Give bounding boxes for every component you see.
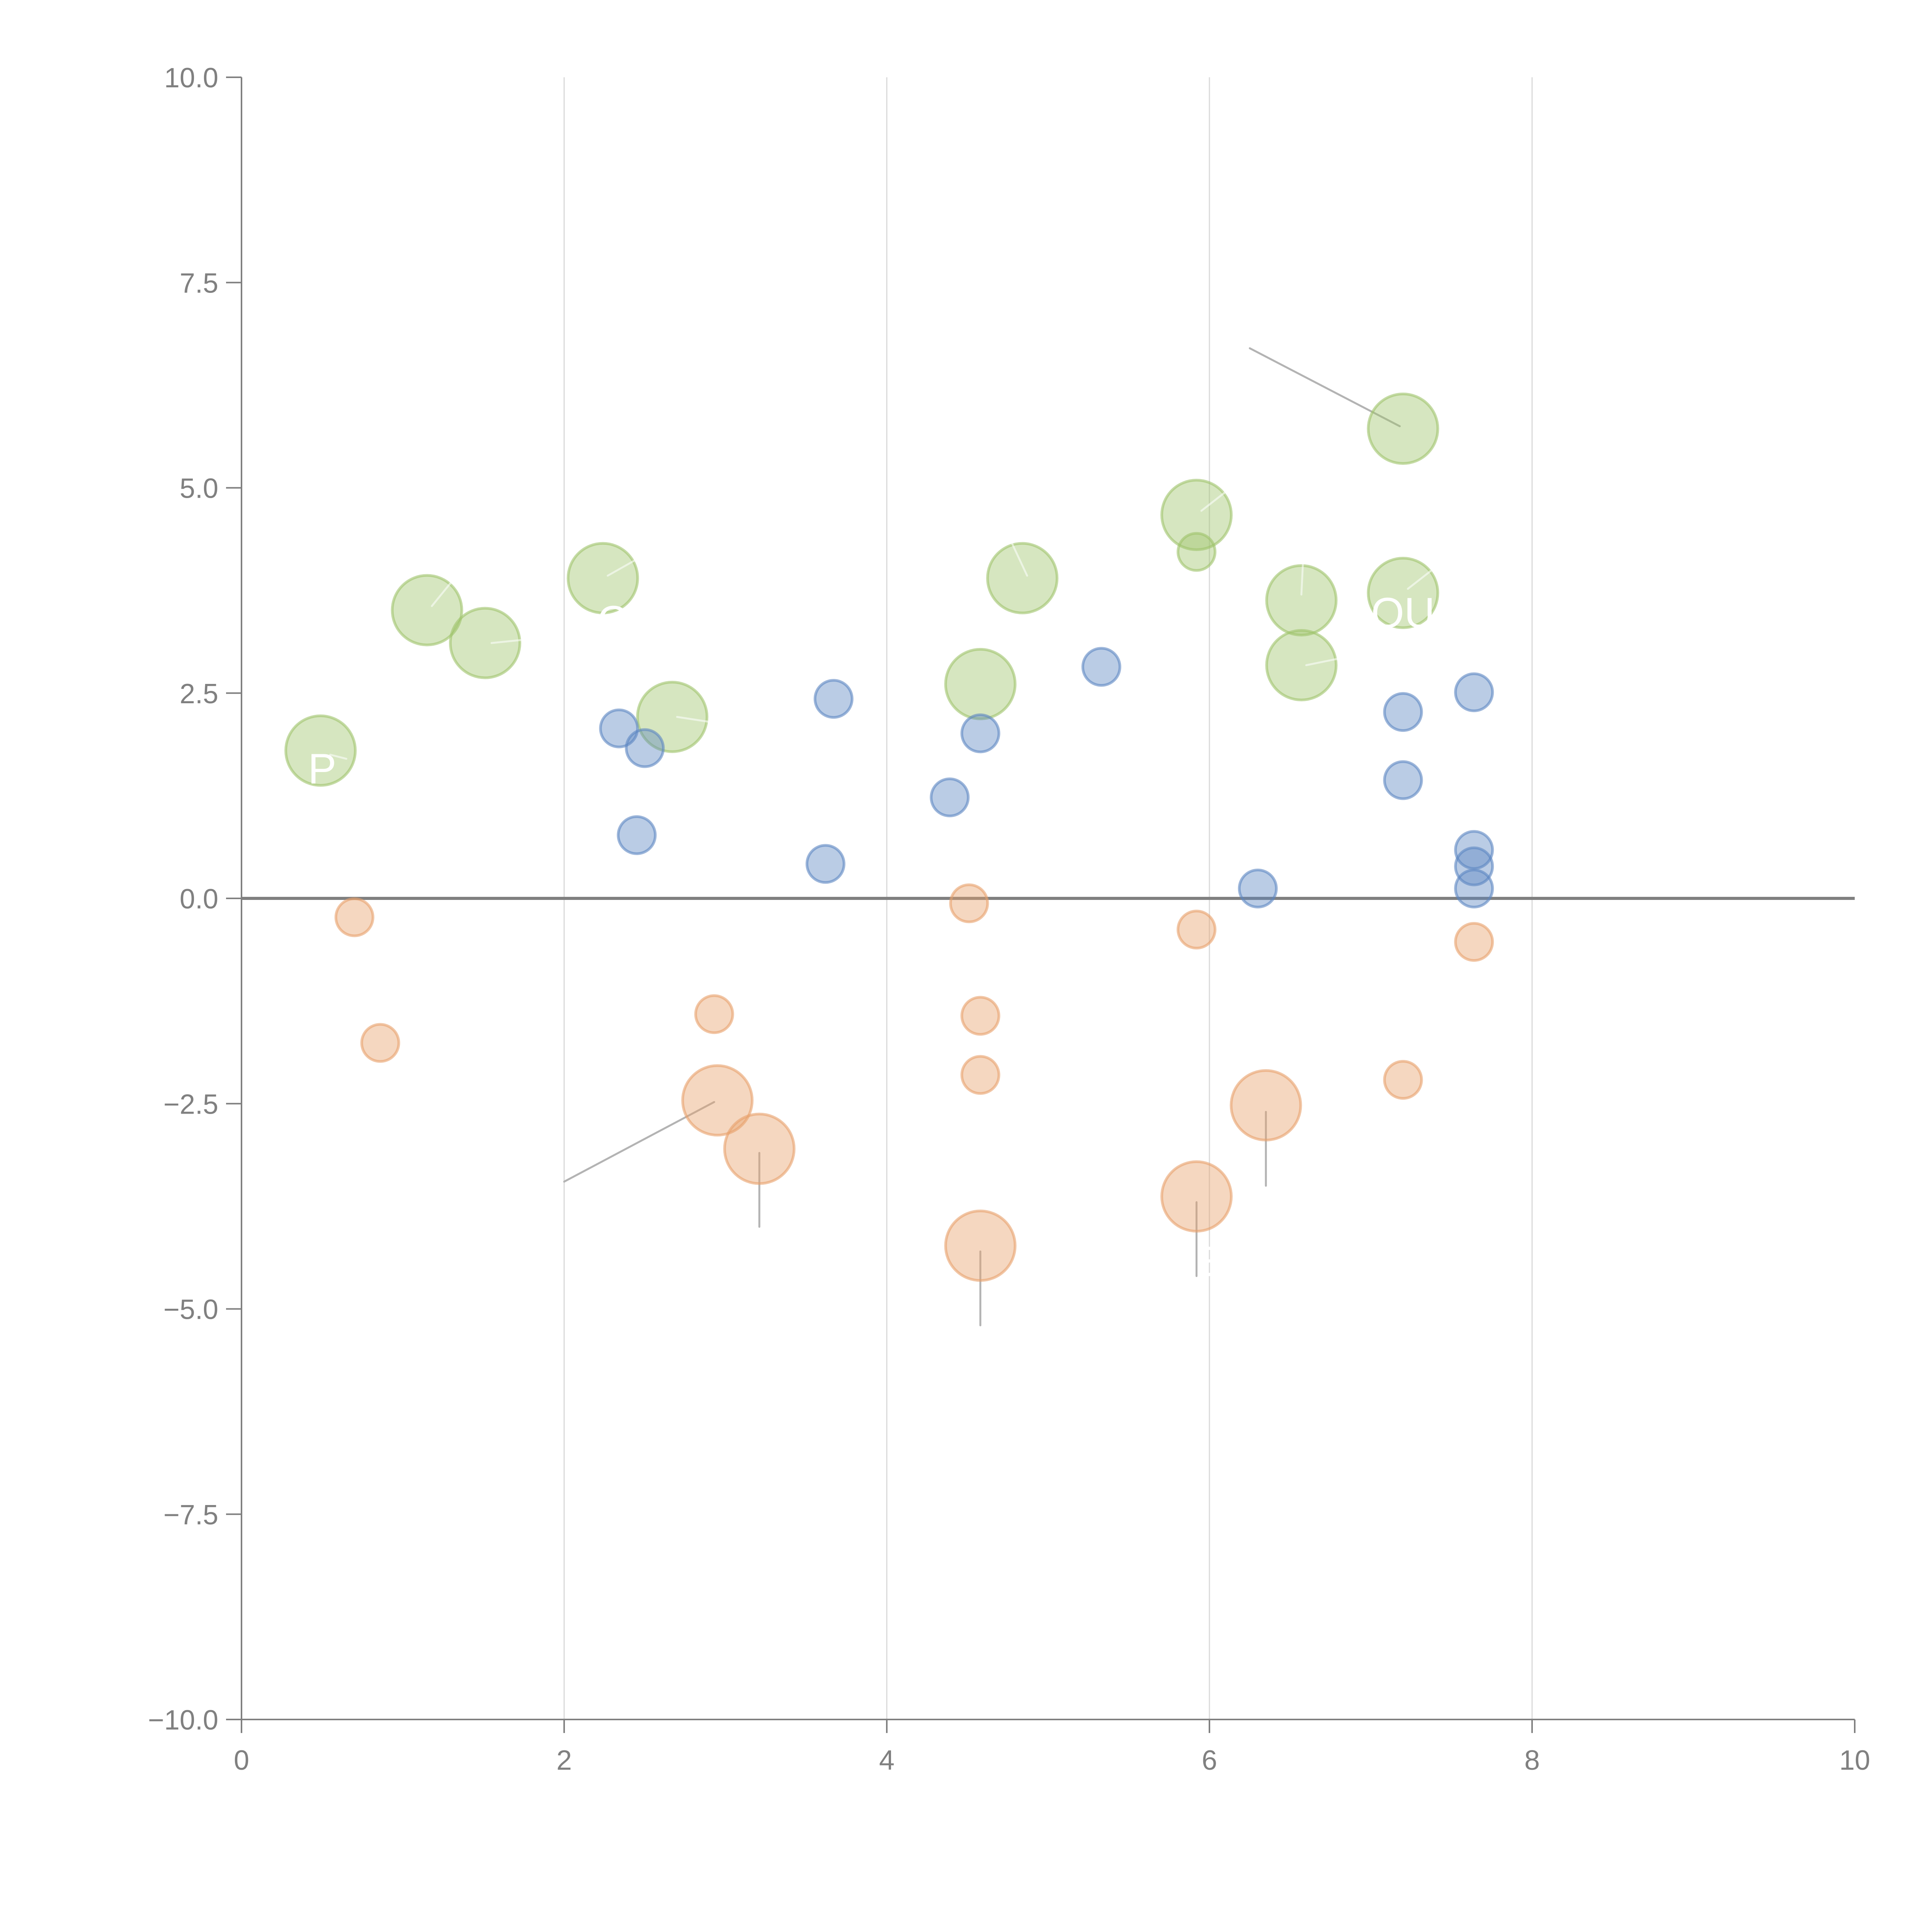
annotation-leaders-light <box>329 491 1433 760</box>
x-tick-label: 6 <box>1202 1745 1217 1776</box>
y-tick-label: 7.5 <box>180 268 218 299</box>
data-point-green-large <box>1367 557 1439 629</box>
data-point-orange-small <box>960 996 1000 1036</box>
data-point-green-large <box>284 714 357 787</box>
data-point-blue <box>813 679 854 719</box>
data-point-green-large <box>566 542 639 614</box>
y-tick-label: 5.0 <box>180 473 218 504</box>
data-point-blue <box>1454 846 1494 886</box>
data-point-green-large <box>391 574 463 646</box>
data-point-blue <box>1383 760 1423 800</box>
data-point-orange-small <box>949 883 989 923</box>
y-tick-label: −7.5 <box>163 1500 218 1531</box>
data-point-blue <box>625 728 665 768</box>
data-point-green-large <box>1160 479 1233 551</box>
annotation-leader-line <box>329 753 347 760</box>
data-point-blue <box>960 713 1000 753</box>
data-point-green-large <box>1265 564 1338 637</box>
annotation-leader-line <box>1407 569 1433 590</box>
data-point-orange-large <box>723 1112 796 1185</box>
x-tick-label: 4 <box>879 1745 895 1776</box>
x-tick-label: 0 <box>234 1745 249 1776</box>
point-labels: P OU C E <box>308 589 1435 1286</box>
data-point-blue <box>1238 869 1278 908</box>
data-point-orange-large <box>944 1209 1017 1282</box>
x-tick-label: 2 <box>556 1745 572 1776</box>
data-point-blue <box>617 815 657 855</box>
annotation-leader-line <box>431 581 452 607</box>
annotation-leaders <box>563 347 1401 1327</box>
data-point-green-large <box>1265 629 1338 701</box>
data-point-orange-small <box>1383 1060 1423 1100</box>
data-point-blue <box>1383 692 1423 732</box>
annotation-leader-line <box>676 716 711 723</box>
point-label: E <box>1195 1238 1223 1286</box>
annotation-leader-line <box>607 558 638 577</box>
data-point-blue <box>1454 869 1494 908</box>
annotation-leader-line <box>1248 347 1401 427</box>
x-tick-label: 10 <box>1839 1745 1870 1776</box>
point-label: C <box>597 597 628 645</box>
annotation-leader-line <box>1010 540 1028 577</box>
data-point-orange-small <box>1177 910 1217 950</box>
point-label: OU <box>1371 589 1435 637</box>
data-point-blue <box>805 844 845 884</box>
data-point-orange-small <box>694 994 734 1034</box>
data-point-blue <box>1454 672 1494 713</box>
y-tick-label: 10.0 <box>164 63 218 94</box>
axes <box>226 77 1855 1733</box>
data-point-blue <box>930 777 970 818</box>
annotation-leader-line <box>563 1101 715 1183</box>
data-point-orange-large <box>681 1064 754 1137</box>
data-point-green-large <box>636 680 709 753</box>
annotation-leader-line <box>1200 491 1227 512</box>
data-point-orange-small <box>334 897 374 937</box>
x-tick-label: 8 <box>1524 1745 1540 1776</box>
data-point-green-large <box>986 542 1059 614</box>
data-point-blue <box>1454 830 1494 870</box>
y-tick-label: −2.5 <box>163 1089 218 1120</box>
tick-labels: 0 2 4 6 8 10 10.0 7.5 5.0 2.5 0.0 −2.5 −5.0 −7.5 −10.0 <box>148 63 1870 1776</box>
annotation-leader-line <box>490 639 525 644</box>
y-tick-label: −5.0 <box>163 1294 218 1325</box>
data-point-green-large <box>1367 393 1439 465</box>
point-label: P <box>308 745 336 793</box>
data-point-orange-small <box>1454 922 1494 962</box>
data-point-green-large <box>449 607 521 679</box>
data-point-orange-small <box>360 1023 400 1063</box>
y-tick-label: −10.0 <box>148 1705 218 1736</box>
y-tick-label: 0.0 <box>180 884 218 915</box>
annotation-leader-line <box>1305 658 1340 666</box>
data-point-orange-large <box>1230 1069 1302 1141</box>
data-point-blue <box>1081 647 1121 687</box>
data-point-green-small <box>1177 532 1217 572</box>
data-points <box>284 393 1494 1282</box>
data-point-green-large <box>944 648 1017 720</box>
data-point-orange-large <box>1160 1160 1233 1233</box>
annotation-leader-line <box>1300 561 1304 596</box>
data-point-orange-small <box>960 1055 1000 1095</box>
y-tick-label: 2.5 <box>180 679 218 709</box>
